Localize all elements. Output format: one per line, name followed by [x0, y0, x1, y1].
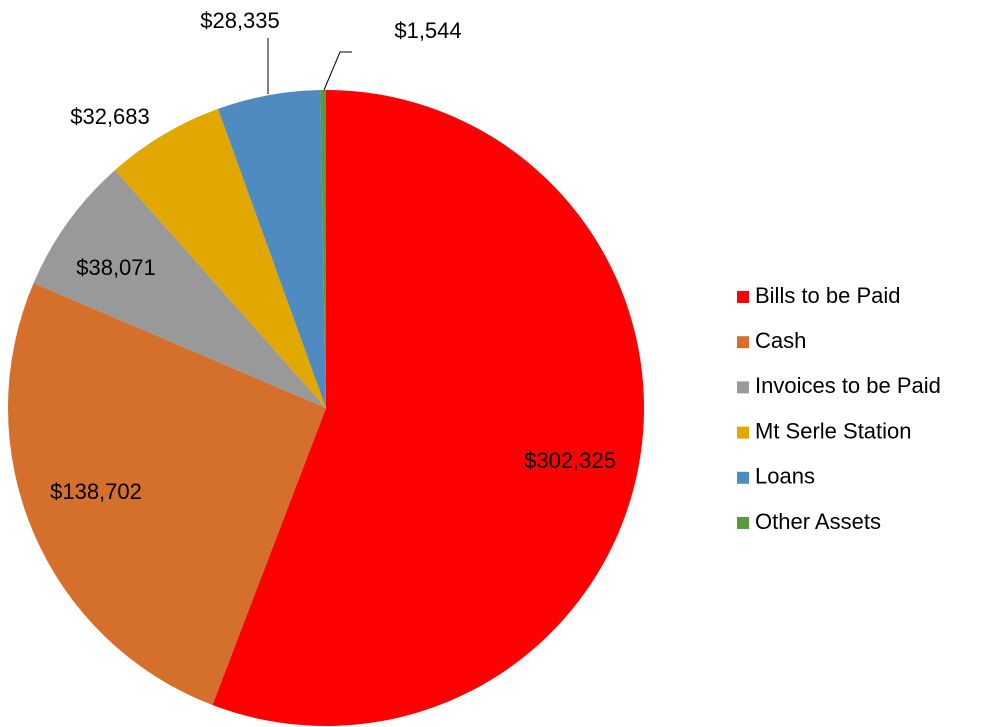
data-label: $28,335	[200, 8, 280, 33]
pie-slice	[212, 90, 644, 726]
legend-swatch	[737, 291, 749, 303]
pie-slice	[7, 283, 326, 706]
pie-slice	[33, 170, 326, 408]
data-label: $38,071	[76, 255, 156, 280]
legend-label: Mt Serle Station	[755, 418, 912, 443]
legend-swatch	[737, 517, 749, 529]
leader-line	[323, 51, 352, 91]
legend-label: Invoices to be Paid	[755, 373, 941, 398]
pie-slice	[114, 108, 327, 408]
legend-swatch	[737, 471, 749, 484]
data-label: $302,325	[524, 448, 616, 473]
legend-label: Cash	[755, 328, 806, 353]
legend-label: Loans	[755, 464, 815, 489]
legend-label: Bills to be Paid	[755, 283, 901, 308]
legend-swatch	[737, 336, 749, 349]
data-label: $1,544	[394, 18, 461, 43]
pie-slice	[320, 90, 326, 408]
pie-slice	[217, 90, 326, 409]
legend-swatch	[737, 381, 749, 394]
data-label: $138,702	[50, 479, 142, 504]
legend-label: Other Assets	[755, 509, 881, 534]
data-label: $32,683	[70, 104, 150, 129]
legend-swatch	[737, 426, 749, 439]
